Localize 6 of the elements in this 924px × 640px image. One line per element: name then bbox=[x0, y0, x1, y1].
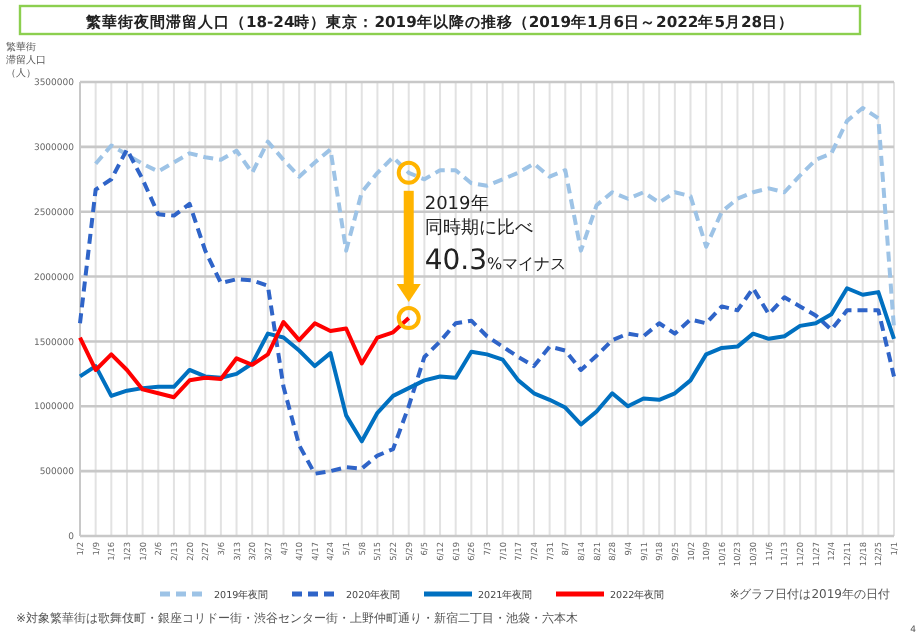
line-series bbox=[78, 147, 896, 476]
line-series bbox=[93, 105, 896, 331]
annotation: 40.3%マイナス bbox=[424, 244, 567, 277]
annotation: 2019年 bbox=[424, 192, 489, 215]
line-series bbox=[78, 286, 896, 444]
annotation: 同時期に比べ bbox=[424, 216, 533, 239]
